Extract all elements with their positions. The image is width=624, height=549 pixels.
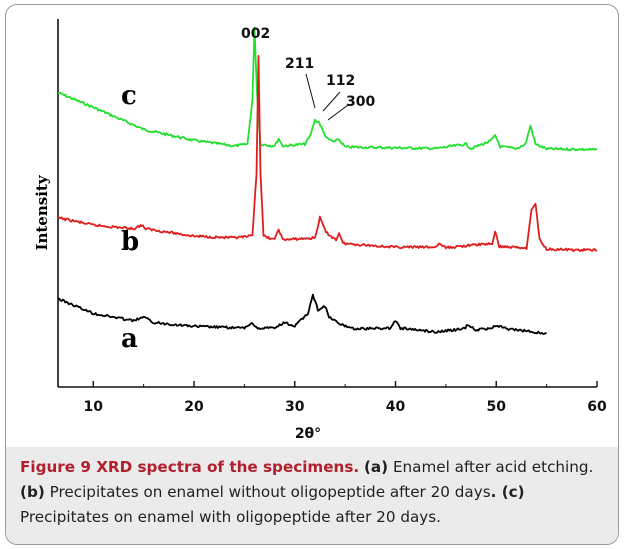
figure-caption: Figure 9 XRD spectra of the specimens. (…: [6, 447, 618, 544]
y-axis-title: Intensity: [33, 174, 51, 250]
series-label-b: b: [121, 227, 139, 257]
peak-label-300: 300: [346, 94, 375, 110]
peak-label-211: 211: [285, 56, 314, 72]
peak-arrow-300: [327, 104, 349, 121]
peak-arrow-211: [305, 73, 316, 109]
x-axis-title: 2θ°: [295, 426, 321, 442]
x-tick-label-20: 20: [184, 399, 204, 415]
x-tick-label-40: 40: [386, 399, 406, 415]
caption-text-a: Enamel after acid etching.: [388, 458, 594, 476]
series-label-c: c: [121, 81, 137, 111]
x-ticks: 10 20 30 40 50 60: [84, 381, 607, 415]
series-line-b: [57, 54, 598, 252]
figure-panel: 10 20 30 40 50 60 002 211 112 300 c b a Inten…: [5, 4, 619, 545]
series-layer: [57, 26, 598, 335]
x-tick-label-30: 30: [285, 399, 305, 415]
caption-text-c: Precipitates on enamel with oligopeptide…: [20, 508, 441, 526]
peak-label-112: 112: [326, 73, 355, 89]
peak-arrow-112: [322, 91, 341, 112]
series-label-a: a: [121, 324, 138, 354]
caption-figure-label: Figure 9 XRD spectra of the specimens.: [20, 458, 360, 476]
series-line-c: [57, 26, 598, 152]
peak-label-002: 002: [241, 26, 270, 42]
x-tick-label-10: 10: [84, 399, 104, 415]
caption-key-c: . (c): [490, 483, 525, 501]
caption-key-a: (a): [363, 458, 389, 476]
xrd-chart: 10 20 30 40 50 60 002 211 112 300 c b a Inten…: [33, 19, 607, 442]
x-tick-label-60: 60: [587, 399, 607, 415]
series-line-a: [58, 293, 547, 335]
x-tick-label-50: 50: [487, 399, 507, 415]
chart-axes: [57, 19, 597, 388]
caption-key-b: (b): [20, 483, 45, 501]
caption-text-b: Precipitates on enamel without oligopept…: [44, 483, 491, 501]
